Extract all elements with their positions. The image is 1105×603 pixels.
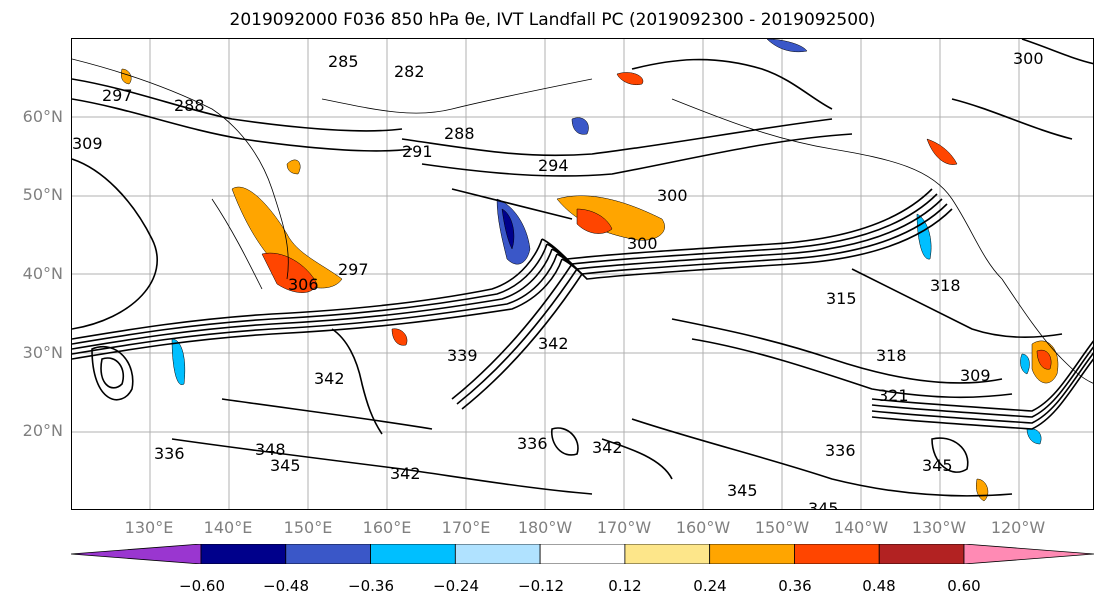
colorbar-segment <box>963 544 1094 564</box>
contour-label: 291 <box>402 142 433 161</box>
contour-label: 321 <box>878 386 909 405</box>
contour-label: 294 <box>538 156 569 175</box>
colorbar-tick: −0.60 <box>179 577 225 595</box>
contour-label: 336 <box>517 434 548 453</box>
contour-label: 297 <box>338 260 369 279</box>
colorbar-segment <box>794 544 880 564</box>
contour-label: 288 <box>444 124 475 143</box>
lat-label-50n: 50°N <box>22 185 63 204</box>
contour-label: 345 <box>922 456 953 475</box>
contour-label: 282 <box>394 62 425 81</box>
contour-label: 345 <box>808 499 839 510</box>
coastlines <box>72 58 1093 384</box>
contour-labels: 285 282 288 288 291 294 300 300 306 297 … <box>72 49 1044 510</box>
contour-label: 345 <box>727 481 758 500</box>
colorbar-tick: 0.48 <box>862 577 896 595</box>
contour-label: 318 <box>876 346 907 365</box>
contour-label: 345 <box>270 456 301 475</box>
colorbar-tick: −0.24 <box>433 577 479 595</box>
lon-label-160e: 160°E <box>362 518 412 537</box>
contour-label: 348 <box>255 440 286 459</box>
colorbar-segment <box>285 544 371 564</box>
colorbar-tick: 0.60 <box>947 577 981 595</box>
theta-e-contours <box>72 39 1093 497</box>
colorbar-segment <box>709 544 795 564</box>
colorbar <box>71 544 1094 564</box>
contour-label: 318 <box>930 276 961 295</box>
lon-label-130w: 130°W <box>911 518 967 537</box>
contour-label: 342 <box>538 334 569 353</box>
contour-label: 336 <box>825 441 856 460</box>
lon-label-150w: 150°W <box>754 518 810 537</box>
contour-label: 342 <box>592 438 623 457</box>
lat-label-30n: 30°N <box>22 343 63 362</box>
map-panel[interactable]: 285 282 288 288 291 294 300 300 306 297 … <box>71 38 1094 510</box>
map-canvas: 285 282 288 288 291 294 300 300 306 297 … <box>72 39 1093 510</box>
lon-label-140w: 140°W <box>833 518 889 537</box>
lon-label-140e: 140°E <box>203 518 253 537</box>
contour-label: 306 <box>288 275 319 294</box>
lon-label-120w: 120°W <box>990 518 1046 537</box>
shaded-anomalies <box>121 39 1059 502</box>
contour-label: 300 <box>1013 49 1044 68</box>
lon-label-170e: 170°E <box>441 518 491 537</box>
lat-label-40n: 40°N <box>22 264 63 283</box>
colorbar-segment <box>454 544 541 564</box>
contour-label: 297 <box>102 86 133 105</box>
colorbar-tick: −0.12 <box>518 577 564 595</box>
colorbar-segment <box>71 544 202 564</box>
contour-label: 285 <box>328 52 359 71</box>
contour-label: 309 <box>72 134 103 153</box>
colorbar-tick: 0.36 <box>778 577 812 595</box>
lon-label-150e: 150°E <box>283 518 333 537</box>
colorbar-segment <box>200 544 287 564</box>
contour-label: 342 <box>390 464 421 483</box>
colorbar-segment <box>878 544 965 564</box>
lat-label-60n: 60°N <box>22 107 63 126</box>
map-title: 2019092000 F036 850 hPa θe, IVT Landfall… <box>229 10 876 30</box>
contour-label: 300 <box>657 186 688 205</box>
lon-label-180w: 180°W <box>517 518 573 537</box>
lon-label-170w: 170°W <box>596 518 652 537</box>
colorbar-tick: 0.24 <box>693 577 727 595</box>
contour-label: 339 <box>447 346 478 365</box>
colorbar-tick: −0.48 <box>263 577 309 595</box>
contour-label: 315 <box>826 289 857 308</box>
colorbar-segment <box>370 544 456 564</box>
colorbar-segment <box>624 544 711 564</box>
contour-label: 288 <box>174 96 205 115</box>
lon-label-130e: 130°E <box>124 518 174 537</box>
contour-label: 300 <box>627 234 658 253</box>
colorbar-tick: −0.36 <box>348 577 394 595</box>
colorbar-tick: 0.12 <box>608 577 642 595</box>
contour-label: 309 <box>960 366 991 385</box>
lat-label-20n: 20°N <box>22 421 63 440</box>
colorbar-segment <box>539 544 626 564</box>
contour-label: 336 <box>154 444 185 463</box>
contour-label: 342 <box>314 369 345 388</box>
lon-label-160w: 160°W <box>675 518 731 537</box>
